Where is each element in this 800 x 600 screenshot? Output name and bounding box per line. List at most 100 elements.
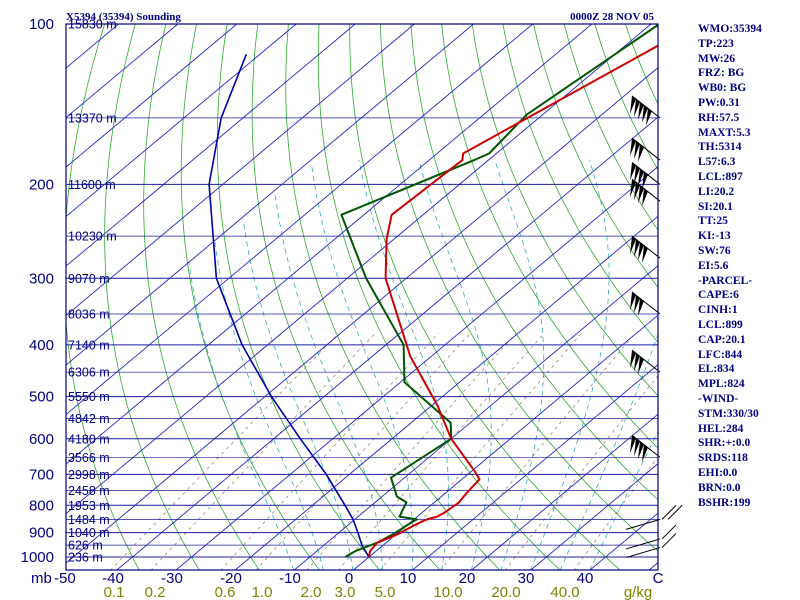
- mixing-ratio-label: 3.0: [335, 584, 356, 600]
- temperature-tick-label: 30: [518, 570, 535, 587]
- temperature-tick-label: 20: [459, 570, 476, 587]
- stat-line: SHR:+:0.0: [698, 437, 751, 450]
- pressure-tick-label: 900: [29, 525, 54, 542]
- isotherm: [66, 24, 238, 168]
- height-label: 13370 m: [68, 111, 117, 125]
- stat-line: WB0: BG: [698, 82, 747, 95]
- height-label: 626 m: [68, 539, 103, 553]
- stat-line: MAXT:5.3: [698, 126, 751, 139]
- pressure-tick-label: 700: [29, 466, 54, 483]
- stat-line: RH:57.5: [698, 111, 740, 124]
- mixing-ratio-label: 1.0: [252, 584, 273, 600]
- dry-adiabat: [441, 24, 658, 449]
- height-label: 3566 m: [68, 451, 110, 465]
- mixing-ratio-line: [110, 332, 340, 570]
- isotherm: [66, 24, 652, 515]
- moist-adiabat: [494, 159, 545, 570]
- stat-line: SI:20.1: [698, 200, 733, 213]
- stat-line: HEL:284: [698, 422, 744, 435]
- stat-line: -PARCEL-: [698, 274, 753, 287]
- height-label: 6306 m: [68, 366, 110, 380]
- height-label: 8036 m: [68, 308, 110, 322]
- stat-line: CAPE:6: [698, 289, 739, 302]
- temperature-tick-label: 0: [345, 570, 353, 587]
- wind-barb: [625, 533, 677, 559]
- wind-barb: [630, 137, 661, 163]
- pressure-tick-label: 600: [29, 431, 54, 448]
- isotherm: [411, 364, 658, 570]
- stats-panel: WMO:35394 TP:223 MW:26 FRZ: BG WB0: BG PW:0.3…: [698, 22, 800, 510]
- stat-line: BRN:0.0: [698, 481, 741, 494]
- isotherm: [66, 24, 356, 267]
- isotherm: [66, 24, 297, 218]
- mixing-ratio-line: [379, 332, 582, 570]
- pressure-tick-label: 1000: [21, 549, 54, 566]
- stat-line: SRDS:118: [698, 452, 748, 465]
- isotherm: [293, 265, 658, 570]
- isotherm: [66, 24, 534, 416]
- height-label: 15830 m: [68, 18, 117, 32]
- stat-line: EHI:0.0: [698, 466, 738, 479]
- isotherm: [175, 166, 658, 570]
- stat-line: MPL:824: [698, 378, 745, 391]
- stat-line: LCL:897: [698, 170, 743, 183]
- isotherm: [471, 413, 658, 570]
- moist-adiabat: [559, 332, 658, 570]
- isotherm: [66, 24, 416, 317]
- isotherm: [66, 24, 475, 366]
- temperature-tick-label: 40: [577, 570, 594, 587]
- parcel-path: [208, 54, 370, 558]
- height-label: 5550 m: [68, 390, 110, 404]
- wind-barb: [630, 349, 661, 375]
- pressure-tick-label: 400: [29, 337, 54, 354]
- mixing-ratio-line: [220, 332, 439, 570]
- temperature-tick-label: -50: [54, 570, 76, 587]
- moist-adiabat: [214, 240, 324, 570]
- pressure-tick-label: 800: [29, 497, 54, 514]
- mixing-ratio-unit-label: g/kg: [624, 584, 652, 600]
- mixing-ratio-label: 10.0: [433, 584, 462, 600]
- wind-barb: [630, 162, 661, 190]
- mixing-ratio-line: [255, 332, 471, 570]
- height-label: 1040 m: [68, 526, 110, 540]
- stat-line: PW:0.31: [698, 96, 740, 109]
- stat-line: CAP:20.1: [698, 333, 746, 346]
- height-label: 4842 m: [68, 412, 110, 426]
- stat-line: L57:6.3: [698, 156, 736, 169]
- isotherm: [352, 314, 658, 570]
- stat-line: CINH:1: [698, 304, 738, 317]
- temperature-profile: [368, 44, 658, 558]
- isotherm: [234, 215, 658, 570]
- temperature-tick-label: -40: [102, 570, 124, 587]
- mixing-ratio-label: 0.2: [145, 584, 166, 600]
- mixing-ratio-label: 2.0: [301, 584, 322, 600]
- pressure-tick-label: 500: [29, 389, 54, 406]
- moist-adiabat: [243, 221, 354, 570]
- stat-line: -WIND-: [698, 392, 739, 405]
- height-label: 2998 m: [68, 468, 110, 482]
- stat-line: FRZ: BG: [698, 67, 745, 80]
- stat-line: SW:76: [698, 244, 731, 257]
- stat-line: TP:223: [698, 37, 734, 50]
- mixing-ratio-line: [150, 332, 376, 570]
- height-label: 10230 m: [68, 230, 117, 244]
- dry-adiabat: [410, 24, 658, 501]
- isotherm: [530, 463, 658, 570]
- temperature-tick-label: -30: [161, 570, 183, 587]
- height-label: 11600 m: [68, 178, 116, 192]
- dry-adiabat: [533, 24, 658, 289]
- stat-line: TT:25: [698, 215, 728, 228]
- pressure-unit-label: mb: [31, 570, 52, 587]
- sounding-profiles: [208, 24, 658, 558]
- mixing-ratio-label: 0.1: [104, 584, 125, 600]
- moist-adiabat: [311, 166, 414, 570]
- temperature-tick-label: 10: [400, 570, 417, 587]
- isotherm: [66, 67, 658, 564]
- mixing-ratio-label: 5.0: [375, 584, 396, 600]
- wind-barb: [630, 178, 661, 207]
- height-label: 1484 m: [68, 513, 110, 527]
- wind-barb: [630, 235, 661, 264]
- height-label: 4180 m: [68, 432, 110, 446]
